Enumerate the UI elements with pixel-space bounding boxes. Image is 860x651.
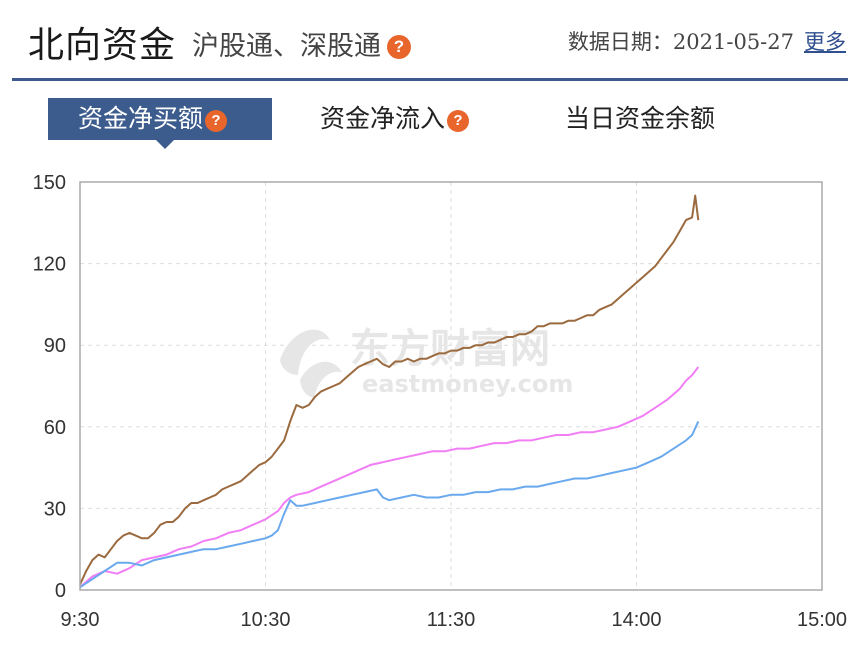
question-mark-icon[interactable]: ?: [387, 35, 411, 59]
tab-bar: 资金净买额? 资金净流入? 当日资金余额: [0, 98, 860, 148]
watermark-logo-icon: [280, 329, 342, 398]
tab-label: 资金净买额: [78, 104, 204, 133]
series-line-2: [79, 420, 700, 589]
x-axis-labels: 9:30 10:30 11:30 14:00 15:00: [61, 609, 848, 631]
y-tick-label: 150: [33, 172, 66, 194]
x-tick-label: 10:30: [240, 609, 290, 631]
watermark-sub: eastmoney.com: [362, 370, 573, 398]
question-mark-icon[interactable]: ?: [447, 110, 470, 132]
y-tick-label: 120: [33, 254, 66, 276]
plot-frame: [79, 181, 823, 591]
active-tab-pointer: [156, 140, 174, 149]
y-tick-label: 90: [44, 335, 66, 357]
y-axis-labels: 0 30 60 90 120 150: [33, 172, 66, 602]
tab-label: 当日资金余额: [565, 104, 716, 133]
page-title: 北向资金: [28, 25, 177, 66]
question-mark-icon[interactable]: ?: [205, 110, 228, 132]
watermark: 东方财富网 eastmoney.com: [280, 326, 573, 398]
series-lines: [79, 194, 700, 589]
y-tick-label: 60: [44, 417, 66, 439]
more-link[interactable]: 更多: [804, 30, 846, 54]
y-tick-label: 0: [55, 580, 66, 602]
x-tick-label: 15:00: [797, 609, 847, 631]
grid-lines: [80, 182, 822, 590]
tab-daily-balance[interactable]: 当日资金余额: [565, 98, 715, 140]
y-tick-label: 30: [44, 498, 66, 520]
series-line-1: [79, 366, 700, 589]
tab-net-inflow[interactable]: 资金净流入?: [320, 98, 470, 140]
x-tick-label: 11:30: [427, 609, 476, 631]
net-buy-chart: 东方财富网 eastmoney.com 0 30 60 90 120 150 9:30 10…: [33, 172, 848, 631]
data-date: 数据日期：2021-05-27: [567, 30, 794, 54]
watermark-main: 东方财富网: [350, 326, 550, 372]
series-line-0: [79, 194, 700, 586]
x-tick-label: 9:30: [61, 609, 100, 631]
tab-net-buy[interactable]: 资金净买额?: [48, 98, 272, 140]
subtitle-text: 沪股通、深股通: [192, 31, 381, 62]
x-tick-label: 14:00: [611, 609, 661, 631]
date-area: 数据日期：2021-05-27 更多: [568, 26, 846, 56]
tab-label: 资金净流入: [320, 104, 446, 133]
page-subtitle: 沪股通、深股通?: [192, 24, 411, 63]
header: 北向资金 沪股通、深股通? 数据日期：2021-05-27 更多: [0, 0, 860, 84]
header-divider: [12, 78, 848, 81]
